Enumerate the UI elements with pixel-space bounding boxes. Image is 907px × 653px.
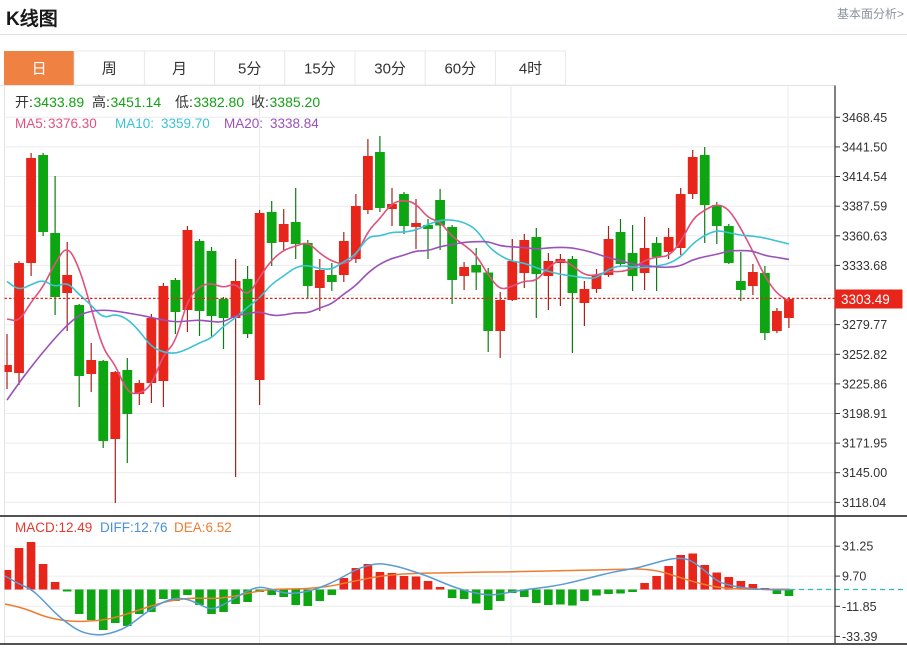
svg-text:3145.00: 3145.00	[842, 466, 887, 480]
svg-text:30分: 30分	[374, 61, 406, 78]
svg-text:15分: 15分	[304, 61, 336, 78]
svg-text:3441.50: 3441.50	[842, 140, 887, 154]
svg-text:3252.82: 3252.82	[842, 348, 887, 362]
svg-text:4时: 4时	[519, 61, 542, 78]
svg-text:3198.91: 3198.91	[842, 407, 887, 421]
svg-text:5分: 5分	[238, 61, 261, 78]
svg-text:3387.59: 3387.59	[842, 200, 887, 214]
svg-text:基本面分析>: 基本面分析>	[837, 7, 904, 21]
svg-text:3468.45: 3468.45	[842, 111, 887, 125]
svg-text:60分: 60分	[444, 61, 476, 78]
svg-text:日: 日	[32, 61, 47, 78]
svg-text:-11.85: -11.85	[842, 600, 877, 614]
svg-text:3279.77: 3279.77	[842, 318, 887, 332]
svg-text:31.25: 31.25	[842, 540, 873, 554]
svg-text:9.70: 9.70	[842, 570, 866, 584]
svg-text:K线图: K线图	[6, 7, 58, 30]
svg-text:3225.86: 3225.86	[842, 377, 887, 391]
svg-text:开:3433.89高:3451.14低:3382.80收:3: 开:3433.89 高:3451.14 低:3382.80 收:3385.20	[15, 94, 320, 110]
svg-text:3171.95: 3171.95	[842, 437, 887, 451]
svg-text:-33.39: -33.39	[842, 630, 877, 644]
svg-text:周: 周	[102, 61, 117, 78]
svg-text:3118.04: 3118.04	[842, 496, 886, 510]
svg-text:月: 月	[172, 61, 187, 78]
svg-text:3360.63: 3360.63	[842, 229, 887, 243]
svg-text:3333.68: 3333.68	[842, 259, 887, 273]
svg-text:3303.49: 3303.49	[841, 292, 890, 307]
svg-text:3414.54: 3414.54	[842, 170, 887, 184]
